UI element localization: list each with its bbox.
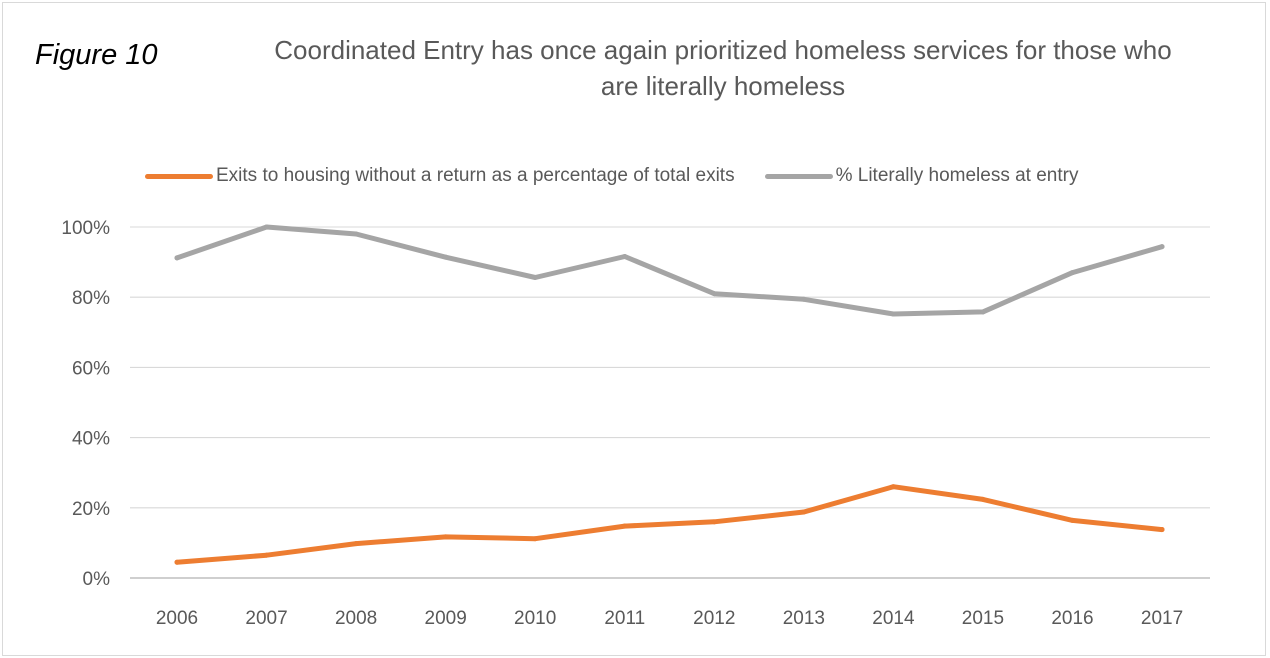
x-tick-label: 2016 <box>1051 608 1093 629</box>
y-tick-label: 40% <box>72 429 110 450</box>
series-line-exits-to-housing <box>174 484 1165 565</box>
data-point <box>890 484 896 490</box>
chart-title-line-2: are literally homeless <box>600 71 846 101</box>
y-tick-label: 20% <box>72 499 110 520</box>
chart-legend: Exits to housing without a return as a p… <box>145 162 1078 190</box>
x-tick-label: 2007 <box>245 608 287 629</box>
data-point <box>1159 527 1165 533</box>
data-point <box>443 534 449 540</box>
x-tick-label: 2012 <box>693 608 735 629</box>
legend-label-exits-to-housing: Exits to housing without a return as a p… <box>216 165 735 186</box>
y-tick-label: 60% <box>72 358 110 379</box>
data-point <box>890 311 896 317</box>
y-axis-tick-labels: 0% 20% 40% 60% 80% 100% <box>61 218 110 590</box>
y-tick-label: 100% <box>61 218 110 239</box>
x-tick-label: 2008 <box>335 608 377 629</box>
x-tick-label: 2015 <box>962 608 1004 629</box>
data-point <box>801 509 807 515</box>
x-tick-label: 2006 <box>156 608 198 629</box>
data-point <box>1070 270 1075 276</box>
data-point <box>711 291 717 297</box>
data-point <box>264 552 270 558</box>
gridlines <box>130 226 1210 579</box>
x-tick-label: 2011 <box>604 608 645 629</box>
data-point <box>264 224 270 230</box>
x-tick-label: 2014 <box>872 608 915 629</box>
x-axis-tick-labels: 2006 2007 2008 2009 2010 2011 2012 2013 2014 2015… <box>156 608 1183 629</box>
data-point <box>443 254 449 260</box>
series-line-literally-homeless <box>174 224 1165 317</box>
data-point <box>1159 244 1165 250</box>
series-lines <box>174 224 1165 565</box>
chart-title-line-1: Coordinated Entry has once again priorit… <box>274 35 1172 65</box>
data-point <box>711 519 717 525</box>
data-point <box>532 536 538 542</box>
legend-swatch-exits-to-housing <box>145 173 213 179</box>
data-point <box>980 309 986 315</box>
data-point <box>174 255 180 261</box>
x-tick-label: 2009 <box>425 608 467 629</box>
data-point <box>353 231 359 237</box>
data-point <box>353 541 359 547</box>
data-point <box>1070 517 1075 523</box>
x-tick-label: 2017 <box>1141 608 1183 629</box>
data-point <box>174 559 180 565</box>
data-point <box>622 523 628 529</box>
legend-swatch-literally-homeless <box>764 173 833 179</box>
y-tick-label: 0% <box>83 569 111 590</box>
legend-label-literally-homeless: % Literally homeless at entry <box>835 165 1079 186</box>
legend-item-literally-homeless: % Literally homeless at entry <box>764 165 1079 187</box>
data-point <box>801 296 807 302</box>
x-tick-label: 2013 <box>783 608 825 629</box>
chart-title: Coordinated Entry has once again priorit… <box>193 32 1253 104</box>
figure-label: Figure 10 <box>35 39 158 71</box>
legend-item-exits-to-housing: Exits to housing without a return as a p… <box>145 165 735 187</box>
y-tick-label: 80% <box>72 288 110 309</box>
data-point <box>980 496 986 502</box>
data-point <box>622 253 628 259</box>
data-point <box>532 275 538 281</box>
x-tick-label: 2010 <box>514 608 556 629</box>
